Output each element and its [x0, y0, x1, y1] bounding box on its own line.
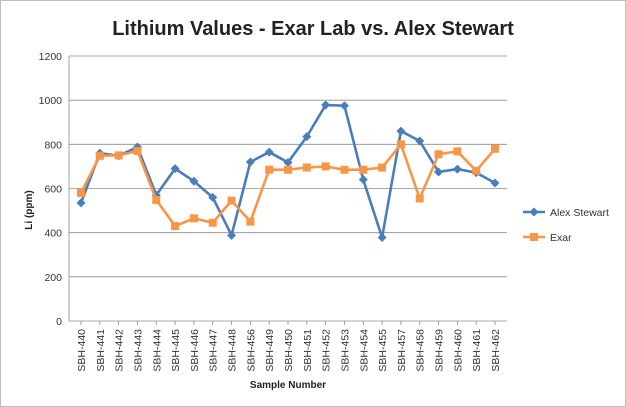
- x-tick-label: SBH-451: [302, 329, 314, 372]
- chart-title: Lithium Values - Exar Lab vs. Alex Stewa…: [112, 18, 514, 40]
- x-tick-label: SBH-440: [76, 329, 88, 372]
- x-tick-label: SBH-457: [396, 329, 408, 372]
- data-point: [208, 192, 218, 202]
- data-point: [452, 164, 462, 174]
- data-point: [378, 163, 387, 172]
- data-point: [321, 100, 331, 110]
- data-point: [377, 233, 387, 243]
- legend-marker: [529, 207, 539, 217]
- x-tick-label: SBH-446: [189, 329, 201, 372]
- x-axis-label: Sample Number: [250, 380, 326, 391]
- data-point: [227, 196, 236, 205]
- data-point: [208, 218, 217, 227]
- x-tick-label: SBH-442: [114, 329, 126, 372]
- data-point: [133, 146, 142, 155]
- data-point: [302, 163, 311, 172]
- data-point: [152, 195, 161, 204]
- x-tick-label: SBH-445: [170, 329, 182, 372]
- series-exar: [77, 140, 499, 231]
- y-tick-label: 200: [44, 272, 62, 284]
- x-tick-label: SBH-454: [358, 329, 370, 372]
- legend-label: Exar: [550, 232, 572, 244]
- gridlines: [69, 55, 507, 278]
- x-tick-label: SBH-449: [264, 329, 276, 372]
- data-point: [77, 188, 85, 197]
- data-point: [490, 178, 500, 188]
- data-point: [472, 166, 481, 175]
- legend-marker: [530, 233, 538, 241]
- x-tick-label: SBH-441: [95, 329, 107, 372]
- x-tick-label: SBH-458: [415, 329, 427, 372]
- x-tick-label: SBH-455: [377, 329, 389, 372]
- data-point: [340, 165, 349, 174]
- y-tick-label: 400: [44, 228, 62, 240]
- y-tick-labels: 0 200 400 600 800 1000 1200: [39, 51, 63, 328]
- data-point: [359, 165, 368, 174]
- x-tick-label: SBH-452: [321, 329, 333, 372]
- data-point: [246, 217, 255, 226]
- data-point: [358, 175, 368, 185]
- x-tick-label: SBH-462: [490, 329, 502, 372]
- y-tick-label: 1200: [39, 51, 63, 63]
- data-point: [189, 214, 198, 223]
- data-series: [76, 100, 500, 243]
- data-point: [453, 147, 462, 156]
- data-point: [415, 136, 425, 146]
- x-tick-label: SBH-448: [227, 329, 239, 372]
- x-tick-label: SBH-456: [245, 329, 257, 372]
- data-point: [321, 162, 330, 171]
- data-point: [76, 198, 86, 208]
- y-tick-label: 0: [56, 316, 62, 328]
- legend: Alex Stewart Exar: [523, 207, 609, 244]
- x-tick-label: SBH-461: [471, 329, 483, 372]
- data-point: [264, 147, 274, 157]
- data-point: [434, 150, 443, 159]
- legend-item: Exar: [523, 232, 572, 244]
- y-tick-label: 800: [44, 139, 62, 151]
- data-point: [189, 176, 199, 186]
- data-point: [283, 157, 293, 167]
- x-tick-label: SBH-453: [339, 329, 351, 372]
- x-tick-label: SBH-459: [434, 329, 446, 372]
- y-tick-label: 600: [44, 184, 62, 196]
- series-alex-stewart: [76, 100, 500, 243]
- data-point: [396, 126, 406, 136]
- data-point: [114, 151, 123, 160]
- legend-label: Alex Stewart: [550, 207, 609, 219]
- y-axis-label: Li (ppm): [24, 190, 35, 229]
- x-tick-labels: SBH-440 SBH-441 SBH-442 SBH-443 SBH-444 SBH-4…: [76, 321, 502, 372]
- data-point: [339, 101, 349, 111]
- x-tick-label: SBH-460: [452, 329, 464, 372]
- data-point: [245, 157, 255, 167]
- data-point: [491, 144, 499, 153]
- y-tick-label: 1000: [39, 95, 63, 107]
- data-point: [227, 230, 237, 240]
- data-point: [284, 165, 292, 174]
- series-line: [79, 143, 496, 228]
- legend-item: Alex Stewart: [523, 207, 609, 219]
- data-point: [302, 132, 312, 142]
- x-tick-label: SBH-444: [151, 329, 163, 372]
- data-point: [434, 167, 444, 177]
- x-tick-label: SBH-443: [132, 329, 144, 372]
- data-point: [265, 165, 274, 174]
- data-point: [170, 164, 180, 174]
- data-point: [95, 151, 104, 160]
- x-tick-label: SBH-450: [283, 329, 295, 372]
- x-tick-label: SBH-447: [208, 329, 220, 372]
- data-point: [396, 140, 405, 149]
- data-point: [415, 194, 424, 203]
- data-point: [171, 222, 180, 231]
